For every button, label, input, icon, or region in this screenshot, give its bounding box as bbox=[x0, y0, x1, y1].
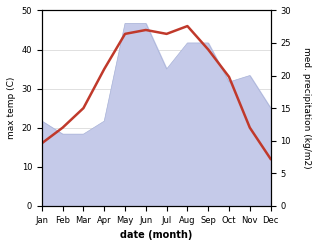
Y-axis label: med. precipitation (kg/m2): med. precipitation (kg/m2) bbox=[302, 47, 311, 169]
X-axis label: date (month): date (month) bbox=[120, 230, 192, 240]
Y-axis label: max temp (C): max temp (C) bbox=[7, 77, 16, 139]
